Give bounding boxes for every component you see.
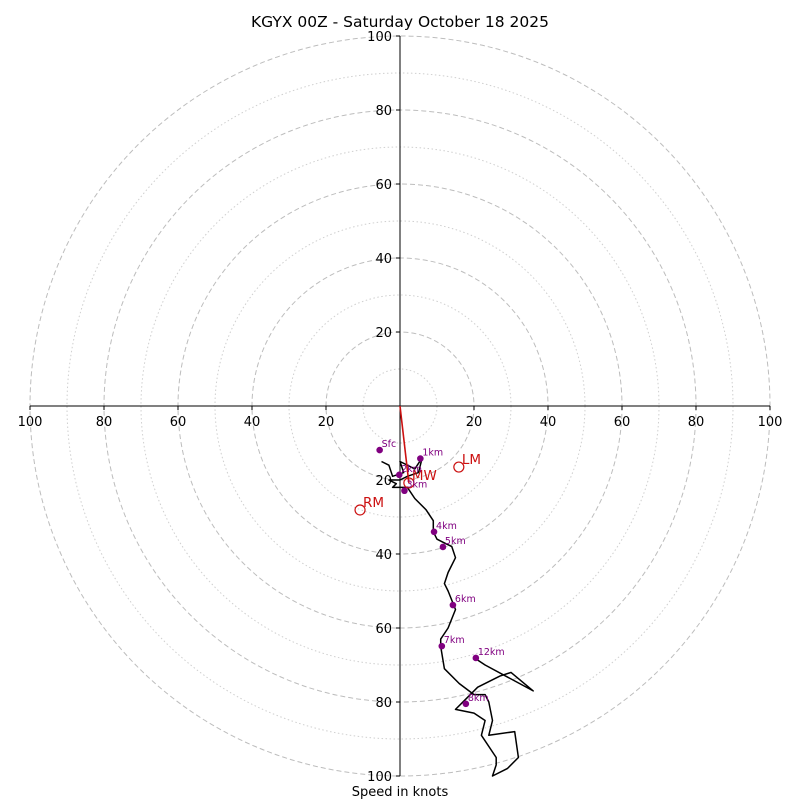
y-tick-label-upper: 80 <box>375 104 392 119</box>
y-tick-label-upper: 100 <box>367 30 392 45</box>
y-tick-label-upper: 60 <box>375 178 392 193</box>
hodograph-trace <box>381 457 534 777</box>
x-tick-label: 60 <box>170 415 187 430</box>
height-marker-label: 2km <box>401 464 422 475</box>
height-marker-point <box>395 471 403 479</box>
storm-motion-label: MW <box>412 468 437 484</box>
height-marker-point <box>430 528 438 536</box>
y-tick-label-lower: 80 <box>375 696 392 711</box>
height-marker-point <box>438 642 446 650</box>
y-tick-label-upper: 20 <box>375 326 392 341</box>
height-marker-label: Sfc <box>382 439 397 450</box>
height-marker-label: 8km <box>468 693 489 704</box>
storm-motion-marker <box>403 477 415 489</box>
height-marker-label: 4km <box>436 521 457 532</box>
x-tick-label: 100 <box>18 415 43 430</box>
x-tick-label: 40 <box>540 415 557 430</box>
height-marker-point <box>417 455 424 462</box>
height-marker-label: 6km <box>455 594 476 605</box>
storm-motion-layer: LM MW RM <box>354 405 481 516</box>
hodograph-line <box>381 457 534 777</box>
y-tick-label-upper: 40 <box>375 252 392 267</box>
y-tick-label-lower: 100 <box>367 770 392 785</box>
x-tick-label: 20 <box>318 415 335 430</box>
storm-motion-label: LM <box>462 452 481 468</box>
height-marker-point <box>462 700 470 708</box>
height-marker-label: 5km <box>445 536 466 547</box>
tick-labels: 100 80 60 40 20 20 40 60 80 100 20 20 40 40 60 60 80 80 10… <box>18 30 783 785</box>
height-marker-label: 7km <box>444 635 465 646</box>
y-tick-label-lower: 40 <box>375 548 392 563</box>
height-marker-point <box>472 654 480 662</box>
height-marker-point <box>401 487 408 495</box>
mean-wind-vector <box>399 405 410 484</box>
x-tick-label: 80 <box>96 415 113 430</box>
x-tick-label: 40 <box>244 415 261 430</box>
height-marker-label: 3km <box>406 480 427 491</box>
y-tick-label-lower: 20 <box>375 474 392 489</box>
x-tick-label: 60 <box>614 415 631 430</box>
height-marker-label: 1km <box>422 448 443 459</box>
storm-motion-marker <box>453 461 465 473</box>
height-marker-point <box>439 543 447 551</box>
height-marker-label: 12km <box>478 647 505 658</box>
height-marker-point <box>376 446 383 454</box>
x-tick-label: 100 <box>758 415 783 430</box>
chart-title: KGYX 00Z - Saturday October 18 2025 <box>251 13 549 31</box>
x-tick-label: 80 <box>688 415 705 430</box>
storm-motion-marker <box>354 504 366 516</box>
x-tick-label: 20 <box>466 415 483 430</box>
y-tick-label-lower: 60 <box>375 622 392 637</box>
height-marker-point <box>449 601 457 609</box>
x-axis-label: Speed in knots <box>352 785 449 800</box>
storm-motion-label: RM <box>363 495 384 511</box>
